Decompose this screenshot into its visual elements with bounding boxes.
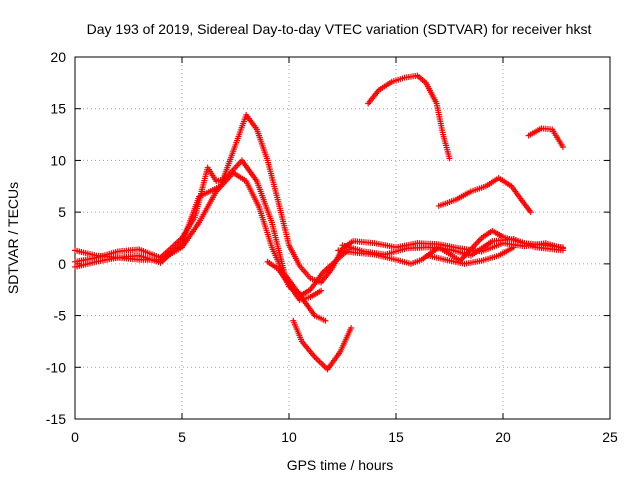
series-sat-k	[425, 244, 517, 267]
y-tick-label: -5	[54, 308, 67, 324]
axis-ticks: 0 5 10 15 20 25 -15 -10 -5 0 5 10 15 20	[46, 49, 618, 445]
x-tick-label: 15	[388, 429, 404, 445]
series-sat-g	[435, 175, 534, 216]
series-sat-h	[525, 125, 566, 150]
y-tick-label: 5	[58, 204, 66, 220]
series-sat-c	[72, 169, 352, 298]
data-point	[559, 244, 566, 251]
x-tick-label: 20	[495, 429, 511, 445]
data-point	[527, 209, 534, 216]
y-tick-label: 0	[58, 256, 66, 272]
y-tick-label: -15	[46, 411, 66, 427]
y-tick-label: 15	[50, 101, 66, 117]
data-point	[318, 287, 325, 294]
y-tick-label: -10	[46, 359, 66, 375]
data-point	[510, 244, 517, 251]
plot-frame	[74, 56, 611, 420]
data-point	[322, 317, 329, 324]
x-tick-label: 25	[602, 429, 618, 445]
x-tick-label: 5	[178, 429, 186, 445]
series-sat-d	[264, 258, 325, 304]
y-tick-label: 20	[50, 49, 66, 65]
data-point	[446, 155, 453, 162]
x-axis-label: GPS time / hours	[287, 457, 394, 473]
data-points	[72, 72, 566, 373]
data-point	[348, 324, 355, 331]
y-axis-label: SDTVAR / TECUs	[5, 182, 21, 294]
y-tick-label: 10	[50, 152, 66, 168]
data-point	[559, 143, 566, 150]
series-sat-e	[290, 317, 355, 373]
grid	[75, 57, 610, 419]
x-tick-label: 0	[71, 429, 79, 445]
chart-title: Day 193 of 2019, Sidereal Day-to-day VTE…	[87, 21, 592, 37]
series-sat-f	[365, 72, 453, 162]
x-tick-label: 10	[281, 429, 297, 445]
